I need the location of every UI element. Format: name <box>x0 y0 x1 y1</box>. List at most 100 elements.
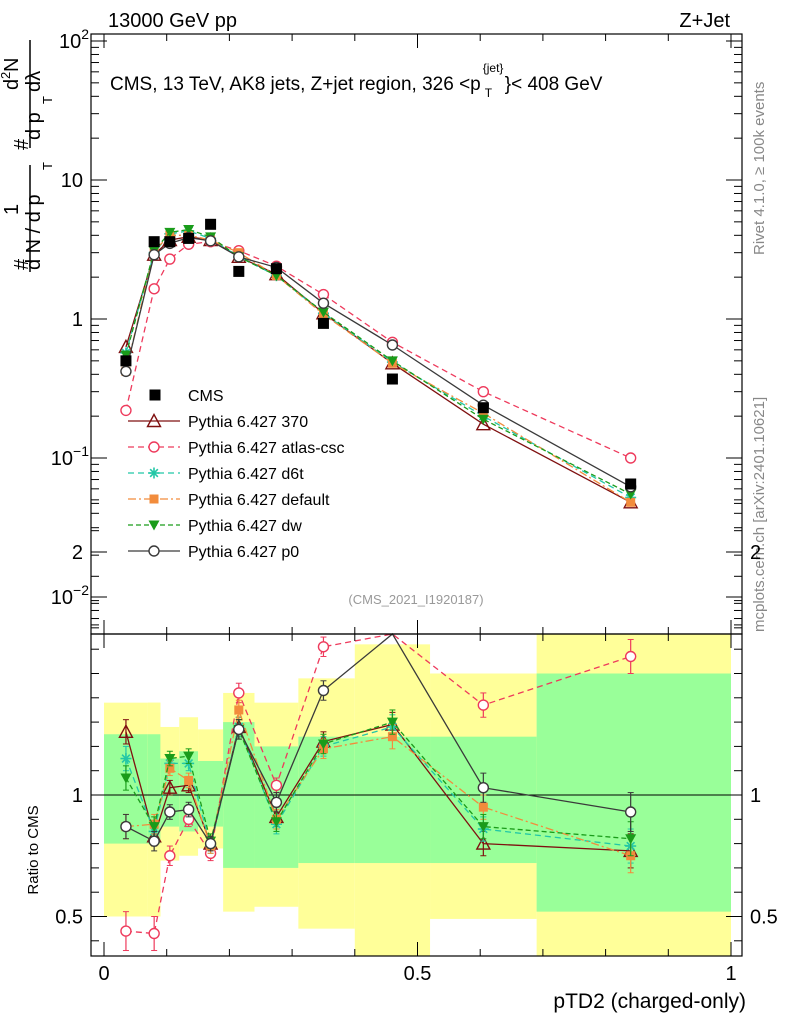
ratio-point-4-10 <box>625 834 637 845</box>
series-5-point-4 <box>204 235 217 247</box>
series-1-point-1 <box>148 283 160 295</box>
ratio-ytick-label-2: 2 <box>72 542 83 564</box>
cms-data <box>120 218 637 490</box>
ylabel-hash-1: # <box>11 258 33 270</box>
band-green-8 <box>298 736 355 864</box>
ratio-point-5-7 <box>317 684 330 697</box>
ytick-label-4: 10−2 <box>51 582 89 609</box>
ratio-point-0-0 <box>118 723 134 739</box>
ratio-point-1-7 <box>317 641 330 653</box>
series-3-point-10 <box>626 497 636 507</box>
ylabel-dn: d N / d p <box>23 194 45 270</box>
series-4-point-7 <box>317 307 329 318</box>
cms-point-9 <box>477 402 489 414</box>
series-0-point-9 <box>475 416 492 431</box>
ylabel-dlambda: dλ <box>23 71 45 92</box>
ratio-point-4-1 <box>148 822 160 833</box>
axes-layer: 0 0.5 1 102 10 1 10−1 10−2 0.5 0.5 1 1 2 2 <box>51 26 778 985</box>
series-line-2 <box>125 230 631 499</box>
cms-point-10 <box>625 478 637 490</box>
ratio-point-4-8 <box>386 717 398 728</box>
legend-entry-0: CMS <box>149 388 224 405</box>
ylabel-d2n-sup: 2 <box>0 72 13 79</box>
ratio-point-3-2 <box>165 763 175 773</box>
cms-point-5 <box>233 265 245 277</box>
ratio-point-1-2 <box>164 850 176 862</box>
series-4-point-9 <box>477 414 489 425</box>
ratio-ylabel: Ratio to CMS <box>25 805 42 894</box>
ylabel-one: 1 <box>1 204 23 215</box>
ratio-point-5-3 <box>182 803 195 816</box>
series-1-point-9 <box>477 385 490 398</box>
ratio-point-1-10 <box>624 650 637 663</box>
legend-entry-1: Pythia 6.427 370 <box>128 413 308 431</box>
series-4-point-8 <box>386 356 398 367</box>
plot-title: CMS, 13 TeV, AK8 jets, Z+jet region, 326… <box>110 61 603 100</box>
ratio-point-0-2 <box>162 779 178 794</box>
ratio-ytick-label-right-1: 1 <box>750 785 761 807</box>
ratio-point-3-9 <box>478 802 488 812</box>
cms-point-8 <box>386 373 398 385</box>
ratio-point-3-8 <box>387 732 397 742</box>
ytick-label-0: 102 <box>59 26 89 53</box>
ratio-point-1-5 <box>233 687 245 699</box>
legend-entry-5: Pythia 6.427 dw <box>128 518 302 535</box>
series-1-point-2 <box>164 253 176 265</box>
ratio-point-5-5 <box>233 723 245 736</box>
ratio-series-5 <box>120 633 637 852</box>
ratio-point-0-9 <box>475 835 492 850</box>
ratio-point-1-6 <box>270 779 283 791</box>
legend-entry-6: Pythia 6.427 p0 <box>128 544 299 561</box>
series-layer <box>118 218 639 952</box>
ratio-ytick-label-0: 0.5 <box>55 907 83 929</box>
ylabel-hash-2: # <box>11 138 33 150</box>
ratio-point-5-2 <box>164 806 176 818</box>
ytick-label-1: 10 <box>61 170 83 192</box>
band-green-11 <box>536 673 731 912</box>
ytick-label-3: 10−1 <box>51 443 89 470</box>
cms-point-0 <box>120 355 132 367</box>
cms-point-3 <box>183 232 195 244</box>
cms-point-4 <box>205 218 217 230</box>
ratio-ytick-label-right-0: 0.5 <box>750 907 778 929</box>
series-5-point-5 <box>233 251 245 263</box>
analysis-id: (CMS_2021_I1920187) <box>348 592 483 607</box>
title-sub: T <box>485 86 493 100</box>
ratio-point-4-0 <box>120 773 132 784</box>
xtick-label-0: 0 <box>98 963 109 985</box>
title-main: CMS, 13 TeV, AK8 jets, Z+jet region, 326… <box>110 74 481 95</box>
cms-point-2 <box>164 236 176 248</box>
header-left: 13000 GeV pp <box>108 10 237 32</box>
ratio-uncertainty-bands <box>91 634 742 956</box>
series-4-point-2 <box>164 227 176 238</box>
series-5-point-1 <box>148 249 160 261</box>
ratio-point-1-0 <box>120 925 132 937</box>
series-line-0 <box>125 236 631 503</box>
ylabel-d2n-n: N <box>1 58 23 72</box>
legend-label-6: Pythia 6.427 p0 <box>188 544 299 561</box>
ratio-point-4-9 <box>477 822 489 833</box>
title-end: }< 408 GeV <box>505 74 603 95</box>
cms-point-6 <box>270 263 282 275</box>
ratio-point-1-9 <box>477 699 490 711</box>
series-5-point-8 <box>386 339 399 351</box>
ratio-point-4-7 <box>317 739 329 750</box>
legend-marker-3 <box>148 467 160 479</box>
ratio-point-4-2 <box>164 754 176 765</box>
rivet-label: Rivet 4.1.0, ≥ 100k events <box>751 82 768 255</box>
mcplots-label: mcplots.cern.ch [arXiv:2401.10621] <box>751 397 768 632</box>
ratio-point-5-1 <box>148 835 160 847</box>
main-ylabel: # 1 d N / d p T # d 2 N d p T dλ <box>0 40 55 272</box>
legend-marker-4 <box>149 494 159 504</box>
xtick-label-2: 1 <box>725 963 736 985</box>
legend-label-1: Pythia 6.427 370 <box>188 414 308 431</box>
series-4-point-10 <box>625 489 637 500</box>
cms-point-1 <box>148 236 160 248</box>
series-1-point-10 <box>624 452 637 464</box>
ratio-point-4-3 <box>183 751 195 762</box>
ratio-ytick-label-right-2: 2 <box>750 542 761 564</box>
legend-marker-2 <box>148 441 160 453</box>
cms-point-7 <box>317 317 329 329</box>
legend-marker-6 <box>148 545 160 557</box>
